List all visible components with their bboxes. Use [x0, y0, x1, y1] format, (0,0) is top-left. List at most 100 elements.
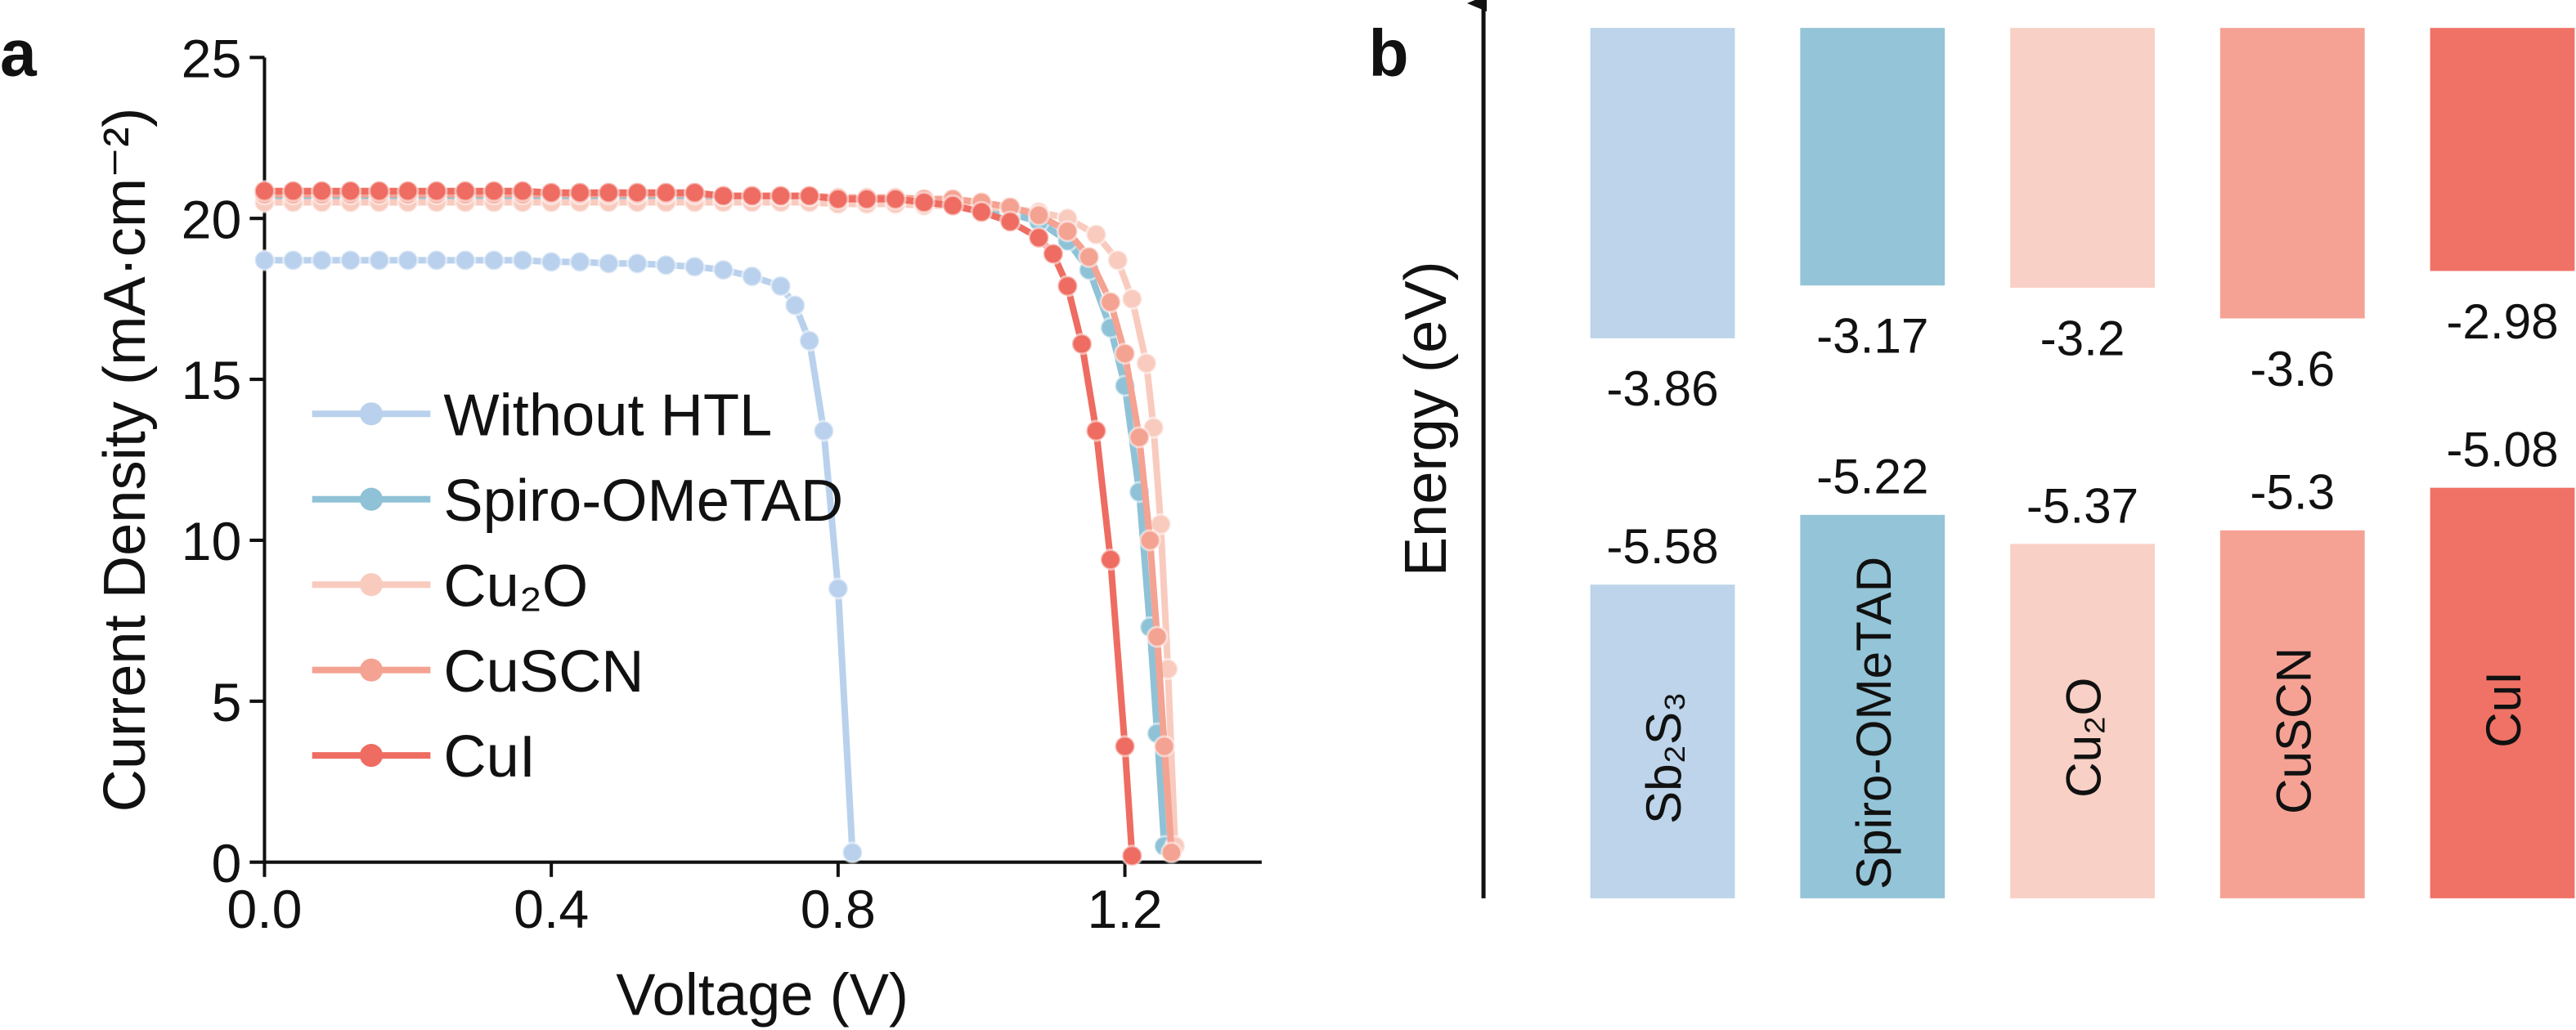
- conduction-band-label: -3.17: [1816, 308, 1928, 364]
- legend-marker: [359, 402, 384, 426]
- data-point: [1084, 223, 1108, 246]
- data-point: [770, 275, 792, 298]
- data-point: [253, 180, 276, 203]
- data-point: [1106, 249, 1129, 271]
- x-axis-title: Voltage (V): [616, 963, 909, 1028]
- valence-band-bar: [1800, 514, 1945, 898]
- data-point: [626, 181, 648, 204]
- material-label: Spiro-OMeTAD: [1846, 557, 1901, 889]
- legend-label: CuSCN: [443, 639, 644, 705]
- conduction-band-bar: [2219, 28, 2365, 319]
- legend-marker: [359, 658, 384, 682]
- data-point: [683, 255, 707, 278]
- data-point: [339, 249, 362, 271]
- data-point: [798, 185, 821, 208]
- x-tick-label: 1.2: [1087, 880, 1162, 940]
- data-point: [741, 265, 764, 288]
- data-point: [1153, 735, 1176, 758]
- data-point: [281, 249, 305, 271]
- data-point: [1078, 245, 1101, 268]
- data-point: [454, 249, 477, 271]
- data-point: [884, 188, 907, 211]
- y-tick-label: 20: [182, 190, 242, 250]
- material-label: Cu₂O: [2056, 678, 2112, 798]
- data-point: [339, 180, 362, 203]
- data-point: [941, 194, 964, 217]
- panel-label: a: [0, 16, 38, 90]
- data-point: [368, 249, 391, 271]
- legend-label: Cu₂O: [443, 553, 588, 619]
- data-point: [654, 253, 677, 276]
- data-point: [368, 180, 391, 203]
- data-point: [798, 329, 821, 352]
- valence-band-bar: [2010, 544, 2155, 898]
- legend-marker: [359, 487, 384, 511]
- data-point: [1113, 735, 1137, 758]
- data-point: [1027, 226, 1050, 249]
- legend-marker: [359, 573, 384, 597]
- data-point: [511, 180, 534, 203]
- conduction-band-label: -3.86: [1606, 360, 1718, 416]
- data-point: [1120, 844, 1143, 867]
- y-axis-title: Current Density (mA·cm⁻²): [92, 108, 158, 813]
- data-point: [397, 249, 420, 271]
- data-point: [597, 252, 620, 275]
- valence-band-label: -5.3: [2250, 464, 2335, 520]
- valence-band-bar: [1590, 584, 1735, 898]
- data-point: [1042, 242, 1065, 266]
- data-point: [597, 181, 620, 204]
- data-point: [1135, 352, 1158, 374]
- conduction-band-bar: [1800, 28, 1945, 286]
- data-point: [1056, 220, 1079, 243]
- y-tick-label: 10: [182, 512, 242, 572]
- data-point: [711, 185, 735, 208]
- legend-label: Without HTL: [443, 383, 772, 448]
- data-point: [770, 185, 792, 208]
- legend-label: CuI: [443, 724, 536, 790]
- data-point: [841, 841, 864, 864]
- legend-label: Spiro-OMeTAD: [443, 468, 843, 534]
- data-point: [683, 181, 707, 204]
- data-point: [1099, 291, 1122, 314]
- valence-band-label: -5.58: [1606, 518, 1718, 574]
- conduction-band-label: -2.98: [2446, 293, 2558, 349]
- valence-band-label: -5.22: [1816, 449, 1928, 504]
- data-point: [1084, 419, 1108, 442]
- data-point: [812, 419, 835, 442]
- y-tick-label: 15: [182, 351, 242, 411]
- data-point: [540, 250, 563, 273]
- valence-band-bar: [2219, 530, 2365, 898]
- data-point: [511, 249, 534, 271]
- data-point: [1138, 529, 1161, 552]
- panel-label: b: [1368, 16, 1408, 90]
- x-tick-label: 0.0: [227, 880, 302, 940]
- data-point: [425, 180, 448, 203]
- valence-band-bar: [2430, 487, 2575, 898]
- conduction-band-label: -3.2: [2040, 310, 2125, 365]
- data-point: [855, 188, 878, 211]
- data-point: [1099, 549, 1122, 571]
- y-tick-label: 5: [211, 673, 241, 733]
- legend-marker: [359, 744, 384, 768]
- data-point: [1027, 204, 1050, 226]
- conduction-band-bar: [1590, 28, 1735, 338]
- material-label: CuSCN: [2265, 647, 2321, 814]
- data-point: [253, 249, 276, 271]
- conduction-band-label: -3.6: [2250, 341, 2335, 396]
- data-point: [311, 180, 334, 203]
- data-point: [482, 249, 505, 271]
- valence-band-label: -5.37: [2026, 477, 2138, 533]
- data-point: [311, 249, 334, 271]
- data-point: [397, 180, 420, 203]
- data-point: [1120, 288, 1143, 311]
- data-point: [626, 252, 648, 275]
- x-tick-label: 0.8: [801, 880, 876, 940]
- data-point: [913, 190, 936, 214]
- data-point: [1056, 275, 1079, 298]
- data-point: [281, 180, 305, 203]
- data-point: [540, 181, 563, 204]
- data-point: [568, 181, 591, 204]
- data-point: [827, 188, 850, 211]
- data-point: [1160, 841, 1183, 864]
- data-point: [568, 250, 591, 273]
